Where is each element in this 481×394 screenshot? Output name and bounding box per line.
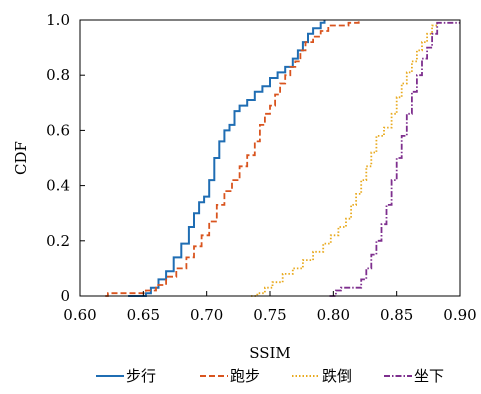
legend-label-0: 步行 — [126, 367, 156, 385]
legend-label-3: 坐下 — [414, 367, 444, 385]
x-tick-label: 0.75 — [253, 306, 286, 324]
x-axis-title: SSIM — [249, 344, 291, 362]
y-axis-title: CDF — [12, 141, 30, 175]
legend-label-2: 跌倒 — [322, 367, 352, 385]
series-line-2 — [251, 20, 439, 297]
x-tick-label: 0.90 — [443, 306, 476, 324]
series-layer — [105, 20, 460, 297]
y-tick-label: 0.6 — [46, 121, 70, 139]
x-tick-label: 0.80 — [317, 306, 350, 324]
series-line-1 — [105, 20, 360, 297]
y-tick-label: 1.0 — [46, 11, 70, 29]
x-tick-label: 0.60 — [63, 306, 96, 324]
ticks-layer: 0.60 0.65 0.70 0.75 0.80 0.85 0.90 0 0.2 0.4 0.6 0.… — [46, 11, 477, 324]
legend-label-1: 跑步 — [230, 367, 260, 385]
y-tick-label: 0.8 — [46, 66, 70, 84]
series-line-0 — [128, 20, 326, 297]
y-tick-label: 0 — [60, 287, 70, 305]
y-tick-label: 0.2 — [46, 232, 70, 250]
y-tick-label: 0.4 — [46, 177, 70, 195]
plot-frame — [79, 19, 461, 297]
x-tick-label: 0.70 — [190, 306, 223, 324]
x-tick-label: 0.65 — [127, 306, 160, 324]
series-line-3 — [329, 21, 460, 297]
x-tick-label: 0.85 — [380, 306, 413, 324]
legend: 步行 跑步 跌倒 坐下 — [96, 367, 444, 385]
